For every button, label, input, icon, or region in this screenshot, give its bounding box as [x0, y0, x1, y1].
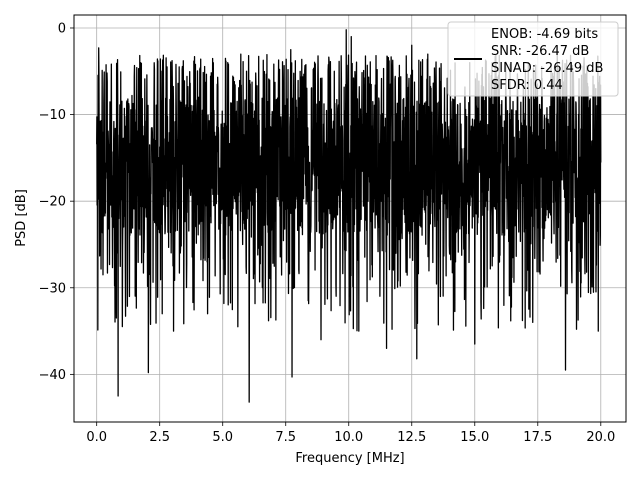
y-axis-label: PSD [dB] — [14, 189, 29, 247]
legend-enob: ENOB: -4.69 bits — [491, 27, 598, 42]
legend-sfdr: SFDR: 0.44 — [491, 78, 563, 93]
psd-series-line — [96, 29, 602, 403]
legend: ENOB: -4.69 bits SNR: -26.47 dB SINAD: -… — [447, 21, 619, 97]
plot-frame — [73, 14, 627, 423]
y-tick-label: −30 — [39, 281, 66, 296]
y-axis-ticks: 0 −10 −20 −30 −40 — [39, 21, 74, 383]
x-tick-label: 2.5 — [149, 430, 170, 445]
x-tick-label: 20.0 — [586, 430, 615, 445]
y-tick-label: 0 — [58, 21, 66, 36]
x-tick-label: 15.0 — [460, 430, 489, 445]
x-tick-label: 17.5 — [523, 430, 552, 445]
legend-snr: SNR: -26.47 dB — [491, 44, 589, 59]
legend-sinad: SINAD: -26.49 dB — [491, 61, 603, 76]
x-tick-label: 12.5 — [397, 430, 426, 445]
x-tick-label: 5.0 — [212, 430, 233, 445]
y-tick-label: −20 — [39, 195, 66, 210]
x-tick-label: 10.0 — [334, 430, 363, 445]
x-tick-label: 7.5 — [275, 430, 296, 445]
x-tick-label: 0.0 — [86, 430, 107, 445]
y-tick-label: −40 — [39, 368, 66, 383]
x-axis-ticks: 0.0 2.5 5.0 7.5 10.0 12.5 15.0 17.5 20.0 — [86, 422, 615, 445]
y-tick-label: −10 — [39, 108, 66, 123]
psd-trace — [96, 29, 602, 403]
x-axis-label: Frequency [MHz] — [295, 451, 404, 466]
legend-box — [447, 21, 619, 97]
